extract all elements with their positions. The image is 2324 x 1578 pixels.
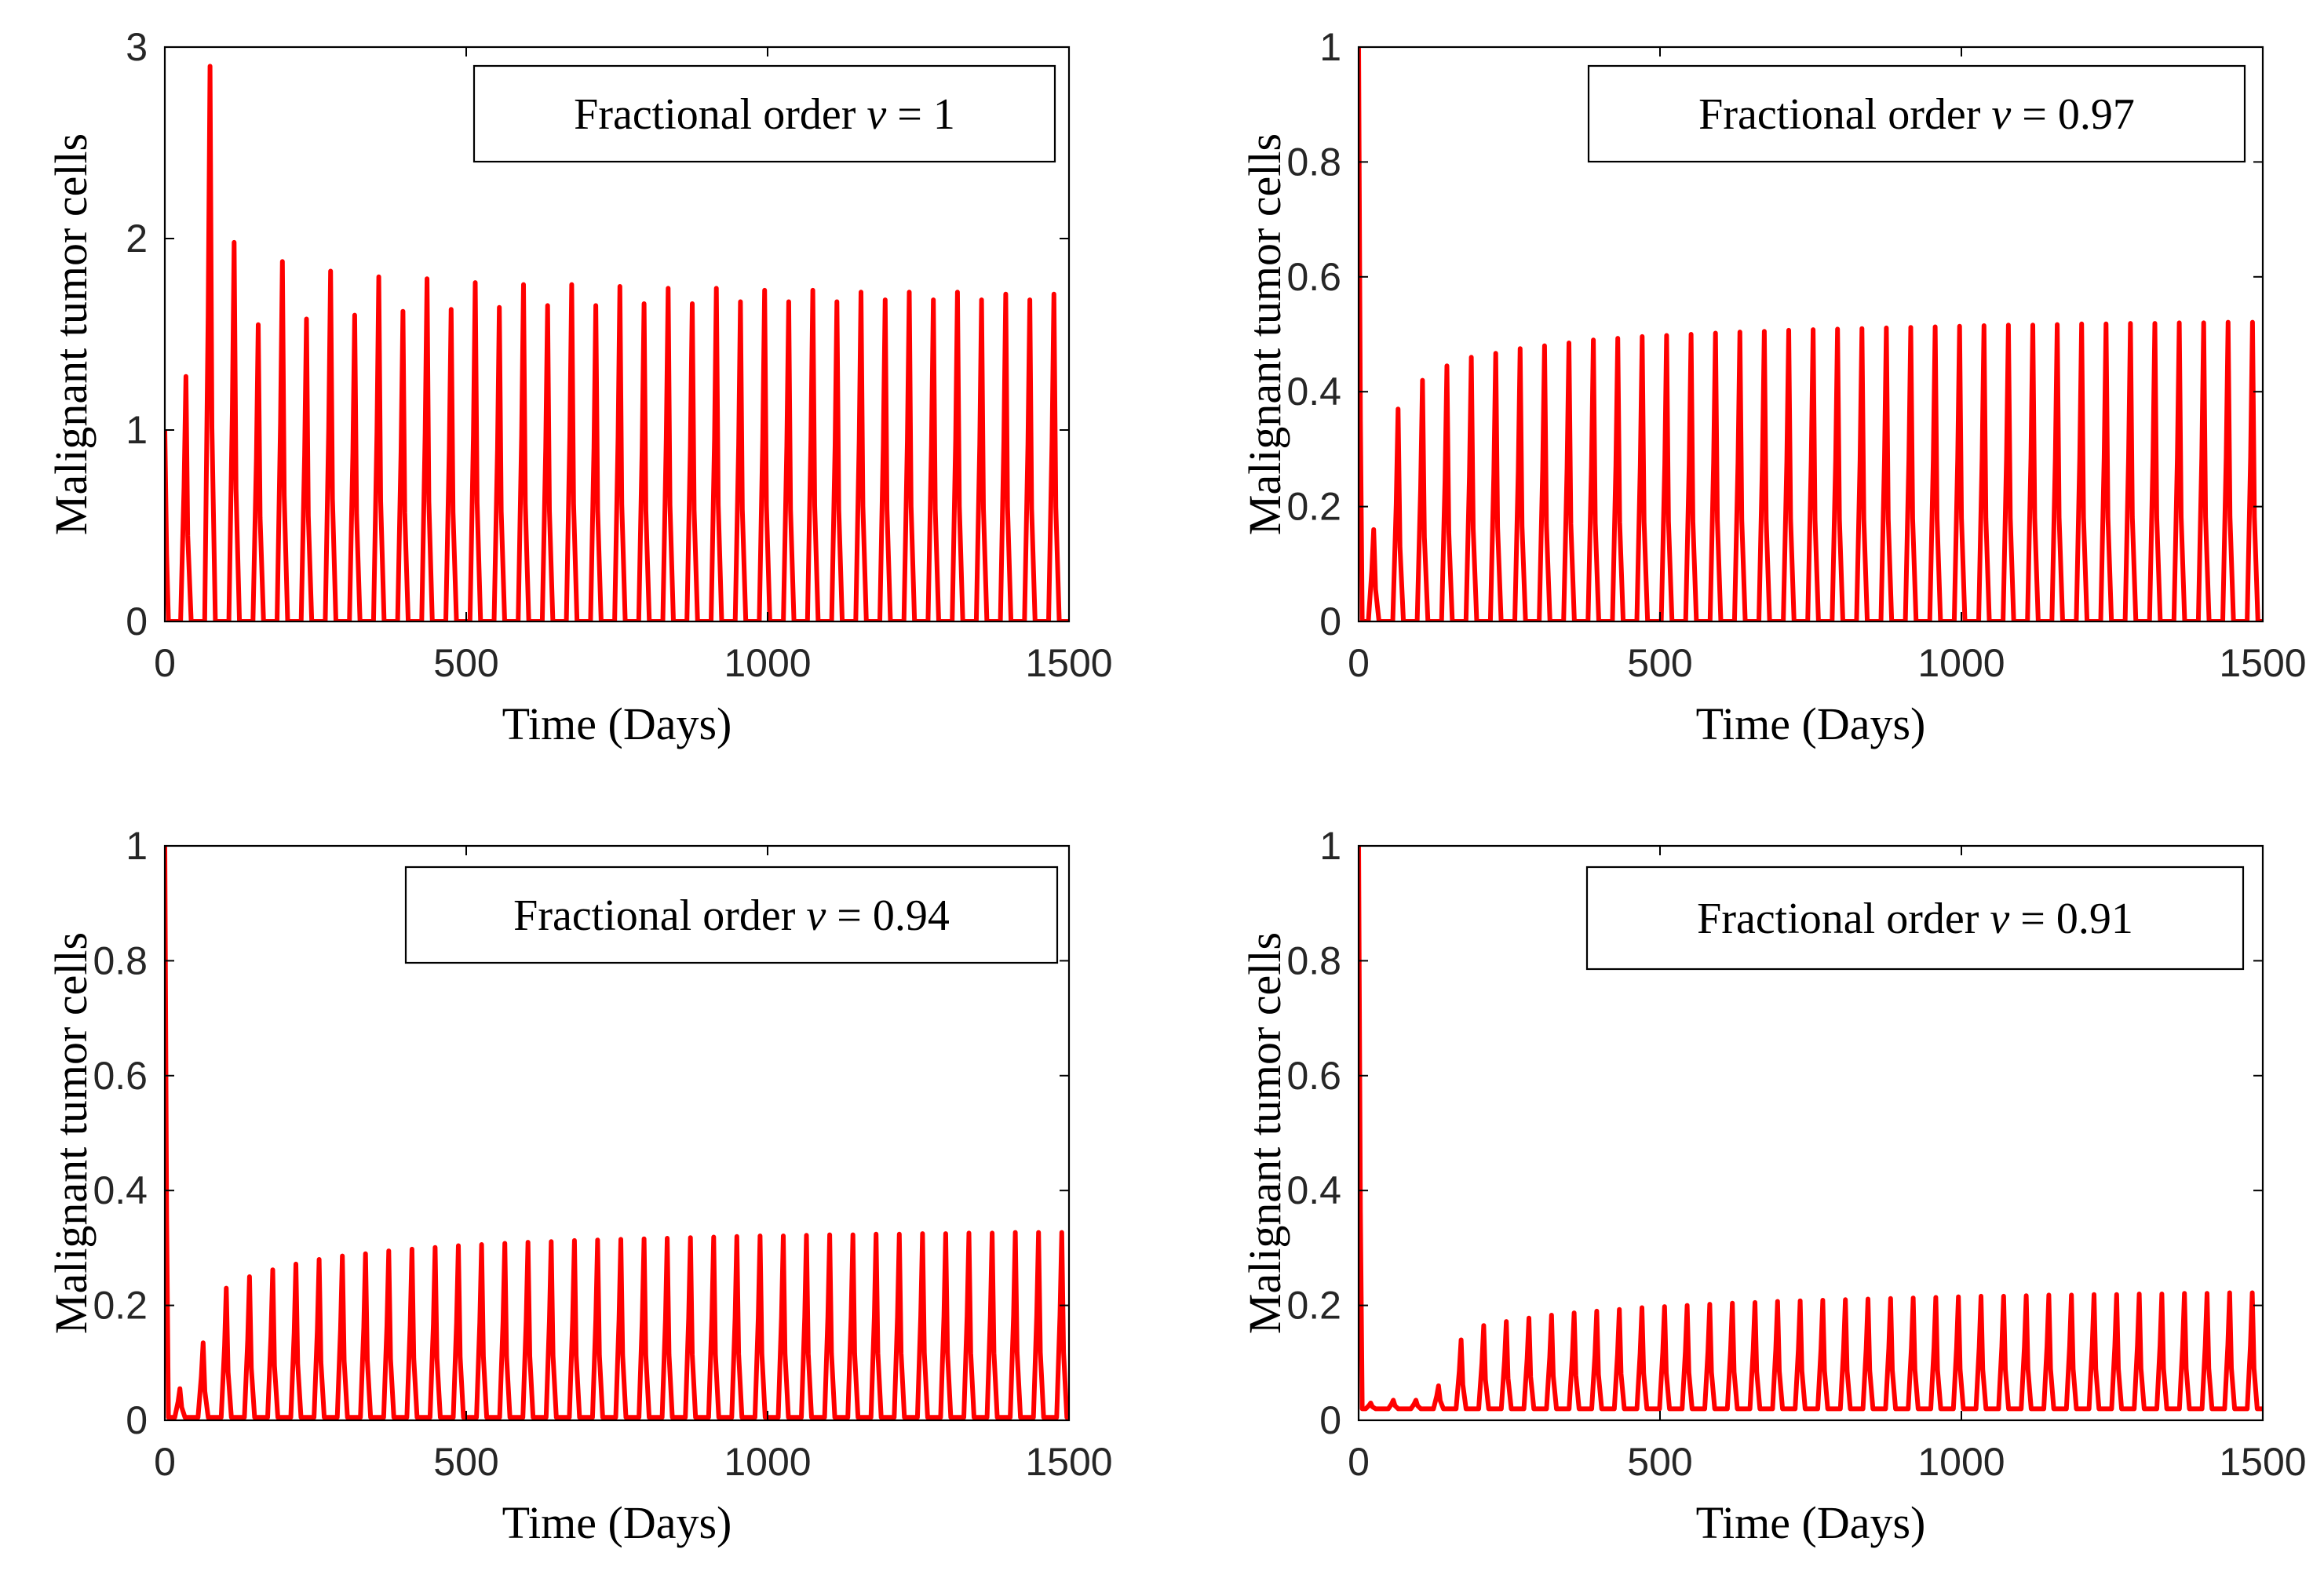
y-tick-label: 0.2 [93, 1284, 148, 1328]
x-tick-label: 0 [1348, 641, 1370, 685]
legend-box [472, 64, 1056, 163]
legend-label: Fractional order v = 0.91 [1697, 895, 2133, 943]
y-tick-label: 0.2 [1286, 485, 1341, 529]
legend-variable: v [1991, 90, 2011, 139]
x-tick-label: 500 [433, 1440, 498, 1484]
y-tick-label: 1 [1319, 25, 1341, 69]
legend-label: Fractional order v = 1 [574, 90, 955, 139]
legend-value: 0.94 [873, 891, 950, 940]
y-tick-label: 0.4 [93, 1168, 148, 1212]
y-tick-label: 1 [126, 824, 148, 868]
x-tick-label: 1000 [724, 1440, 811, 1484]
y-axis-title: Malignant tumor cells [46, 932, 97, 1334]
legend-equals: = [2011, 90, 2058, 139]
x-tick-label: 0 [154, 641, 176, 685]
legend-prefix: Fractional order [574, 90, 866, 139]
chart-panel-2: 0 500 1000 1500 0 0.2 0.4 0.6 0.8 1 Time (Days) Mal… [1239, 25, 2307, 749]
x-tick-label: 1500 [2219, 1440, 2306, 1484]
y-axis-title: Malignant tumor cells [1239, 133, 1290, 535]
legend: Fractional order v = 1 [472, 64, 1056, 163]
axes-box [163, 844, 1071, 1422]
axes-box [1357, 844, 2264, 1422]
x-axis-title: Time (Days) [1696, 1497, 1926, 1548]
x-tick-label: 1500 [1025, 1440, 1112, 1484]
x-tick-label: 500 [433, 641, 498, 685]
legend-value: 1 [933, 90, 955, 139]
chart-panel-3: 0 500 1000 1500 0 0.2 0.4 0.6 0.8 1 Time (Days) Mal… [46, 824, 1113, 1548]
x-tick-label: 1500 [2219, 641, 2306, 685]
y-tick-label: 0.2 [1286, 1284, 1341, 1328]
legend-prefix: Fractional order [1698, 90, 1991, 139]
y-tick-label: 0 [126, 599, 148, 643]
chart-panel-1: 0 500 1000 1500 0 1 2 3 Time (Days) Malignant tum… [46, 25, 1113, 749]
axes-box [163, 46, 1071, 623]
chart-panel-4: 0 500 1000 1500 0 0.2 0.4 0.6 0.8 1 Time (Days) Mal… [1239, 824, 2307, 1548]
legend-prefix: Fractional order [1697, 895, 1990, 943]
y-tick-label: 0.4 [1286, 370, 1341, 414]
legend: Fractional order v = 0.94 [404, 866, 1059, 964]
legend-variable: v [806, 891, 826, 940]
series-line-2-1 [1359, 46, 2263, 621]
x-tick-label: 1000 [1917, 641, 2005, 685]
legend-variable: v [1990, 895, 2009, 943]
legend-box [1587, 64, 2246, 163]
x-tick-label: 0 [1348, 1440, 1370, 1484]
y-axis-title: Malignant tumor cells [1239, 932, 1290, 1334]
y-tick-label: 0 [1319, 599, 1341, 643]
x-tick-label: 500 [1627, 641, 1692, 685]
y-tick-label: 2 [126, 217, 148, 261]
legend-box [1585, 866, 2245, 971]
y-tick-label: 3 [126, 25, 148, 69]
x-tick-label: 1000 [724, 641, 811, 685]
y-tick-label: 0.8 [93, 938, 148, 982]
y-tick-label: 0.6 [93, 1054, 148, 1098]
series-line-4-1 [1359, 845, 2263, 1412]
y-tick-label: 0.8 [1286, 140, 1341, 184]
y-tick-label: 0.6 [1286, 1054, 1341, 1098]
y-tick-label: 0 [126, 1398, 148, 1442]
legend: Fractional order v = 0.91 [1585, 866, 2245, 971]
legend: Fractional order v = 0.97 [1587, 64, 2246, 163]
legend-value: 0.91 [2056, 895, 2133, 943]
x-axis-title: Time (Days) [502, 1497, 732, 1548]
y-tick-label: 0.4 [1286, 1168, 1341, 1212]
legend-box [404, 866, 1059, 964]
y-axis-title: Malignant tumor cells [46, 133, 97, 535]
legend-equals: = [886, 90, 933, 139]
x-tick-label: 1500 [1025, 641, 1112, 685]
legend-value: 0.97 [2058, 90, 2135, 139]
legend-equals: = [826, 891, 873, 940]
axes-box [1357, 46, 2264, 623]
legend-prefix: Fractional order [513, 891, 806, 940]
x-tick-label: 0 [154, 1440, 176, 1484]
x-axis-title: Time (Days) [1696, 698, 1926, 749]
y-tick-label: 0.6 [1286, 255, 1341, 299]
x-tick-label: 1000 [1917, 1440, 2005, 1484]
legend-label: Fractional order v = 0.97 [1698, 90, 2135, 139]
y-tick-label: 0 [1319, 1398, 1341, 1442]
series-line-1-1 [165, 64, 1069, 621]
legend-variable: v [866, 90, 886, 139]
y-tick-label: 1 [126, 408, 148, 452]
legend-equals: = [2009, 895, 2056, 943]
series-line-3-1 [165, 845, 1069, 1420]
x-axis-title: Time (Days) [502, 698, 732, 749]
legend-label: Fractional order v = 0.94 [513, 891, 950, 940]
x-tick-label: 500 [1627, 1440, 1692, 1484]
y-tick-label: 1 [1319, 824, 1341, 868]
y-tick-label: 0.8 [1286, 938, 1341, 982]
